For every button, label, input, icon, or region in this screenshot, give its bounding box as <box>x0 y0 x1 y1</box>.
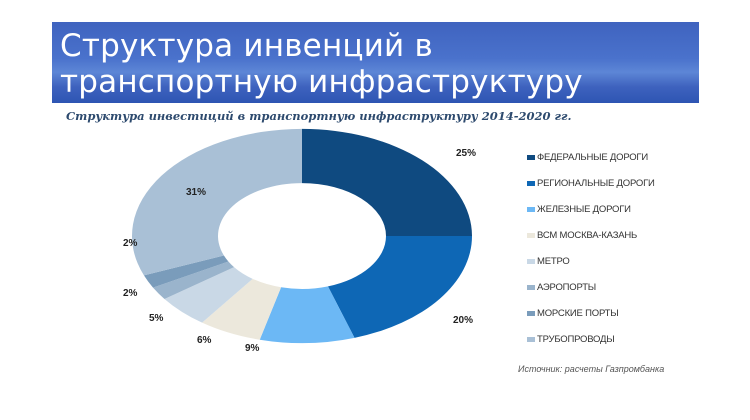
data-label-regional: 20% <box>453 315 474 326</box>
donut-slice <box>153 261 235 299</box>
donut-slices <box>131 128 472 344</box>
source-note: Источник: расчеты Газпромбанка <box>518 364 665 374</box>
legend-swatch <box>527 310 535 316</box>
legend-swatch <box>527 233 535 239</box>
legend-swatch <box>527 336 535 342</box>
legend-item-airports: АЭРОПОРТЫ <box>527 274 655 300</box>
legend-swatch <box>527 181 535 187</box>
donut-slice <box>143 255 229 288</box>
legend-swatch <box>527 207 535 213</box>
legend-item-metro: МЕТРО <box>527 249 655 275</box>
data-label-seaports: 2% <box>123 238 138 249</box>
donut-slice <box>302 128 472 236</box>
chart-legend: ФЕДЕРАЛЬНЫЕ ДОРОГИ РЕГИОНАЛЬНЫЕ ДОРОГИ Ж… <box>527 145 655 352</box>
legend-item-hsr: ВСМ МОСКВА-КАЗАНЬ <box>527 223 655 249</box>
slide-title-banner: Структура инвенций в транспортную инфрас… <box>52 22 699 103</box>
donut-slice <box>131 128 302 276</box>
donut-slice <box>259 286 355 344</box>
slide-title-line-2: транспортную инфраструктуру <box>60 64 583 100</box>
slide-title-line-1: Структура инвенций в <box>60 28 433 64</box>
legend-item-seaports: МОРСКИЕ ПОРТЫ <box>527 300 655 326</box>
donut-slice <box>327 236 472 338</box>
data-label-pipelines: 31% <box>186 187 207 198</box>
legend-swatch <box>527 284 535 290</box>
data-label-airports: 2% <box>123 288 138 299</box>
legend-item-regional: РЕГИОНАЛЬНЫЕ ДОРОГИ <box>527 171 655 197</box>
legend-item-railways: ЖЕЛЕЗНЫЕ ДОРОГИ <box>527 197 655 223</box>
data-label-federal: 25% <box>456 148 477 159</box>
donut-slice <box>164 267 253 323</box>
legend-swatch <box>527 155 535 161</box>
data-label-railways: 9% <box>245 343 260 354</box>
legend-item-federal: ФЕДЕРАЛЬНЫЕ ДОРОГИ <box>527 145 655 171</box>
legend-swatch <box>527 259 535 264</box>
data-label-hsr: 6% <box>197 335 212 346</box>
legend-item-pipelines: ТРУБОПРОВОДЫ <box>527 326 655 352</box>
data-label-metro: 5% <box>149 313 164 324</box>
donut-slice <box>202 278 282 340</box>
chart-title: Структура инвестиций в транспортную инфр… <box>66 109 572 123</box>
